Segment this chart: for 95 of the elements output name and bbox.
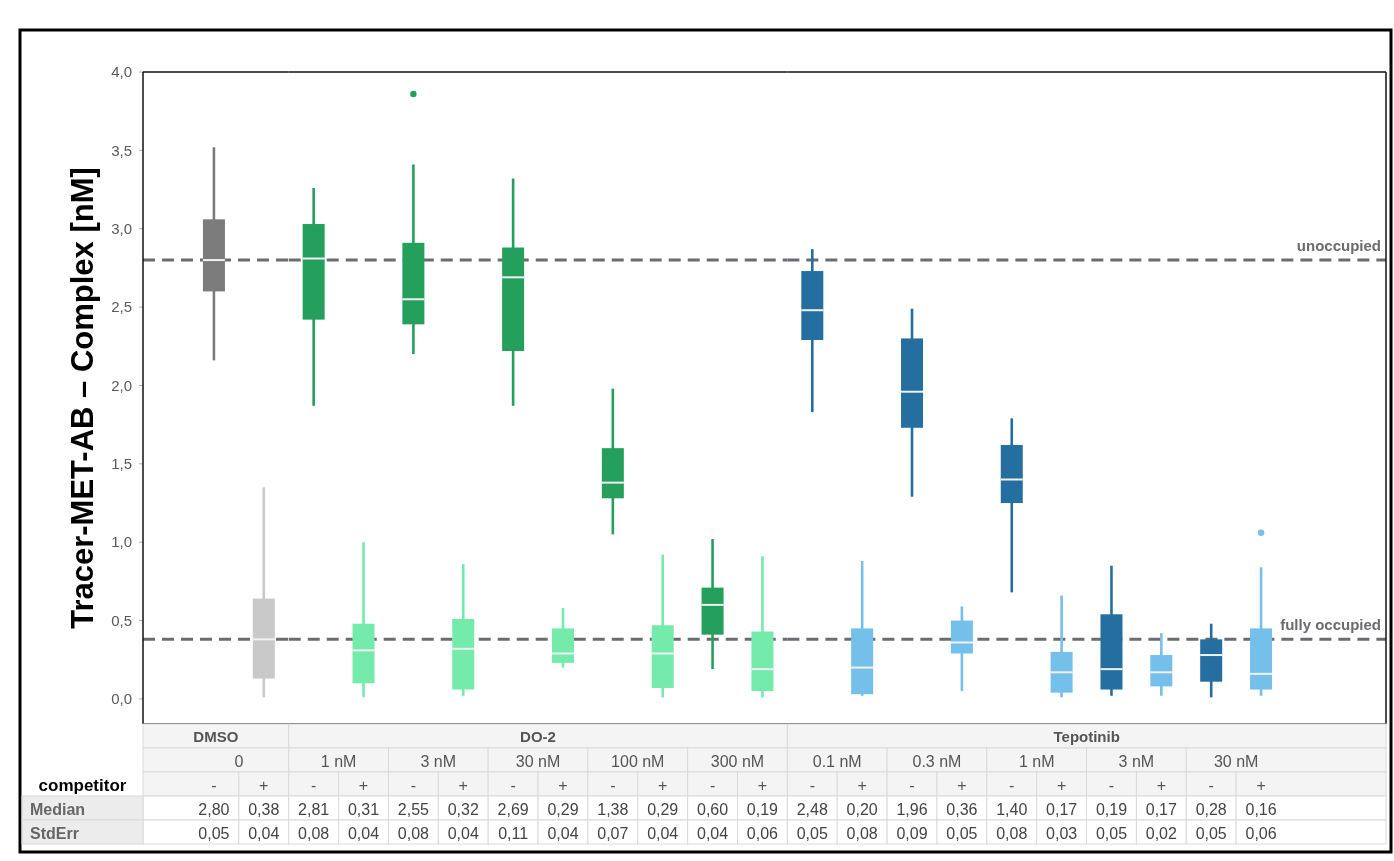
text: 0,04 xyxy=(697,824,729,842)
text: 1,38 xyxy=(597,800,629,818)
text: 0,04 xyxy=(647,824,679,842)
text: 0,38 xyxy=(248,800,280,818)
text: 0,05 xyxy=(796,824,828,842)
text: 0,04 xyxy=(248,824,280,842)
text: + xyxy=(1256,776,1266,794)
text: 0,08 xyxy=(397,824,430,842)
text: 2,80 xyxy=(198,800,230,818)
text: 0,08 xyxy=(846,824,878,842)
text: - xyxy=(311,776,317,794)
y-tick-label: 1,5 xyxy=(111,455,132,473)
text: 0,29 xyxy=(547,800,579,818)
text: - xyxy=(410,776,417,794)
text: 1,40 xyxy=(996,800,1028,818)
y-tick-label: 4,0 xyxy=(111,63,132,81)
text: 0,04 xyxy=(347,824,380,842)
x-tick-label: 3 nM xyxy=(1118,752,1155,770)
x-tick-label: 0.1 nM xyxy=(812,752,862,770)
text: + xyxy=(458,776,468,794)
text: + xyxy=(558,776,568,794)
text: + xyxy=(358,776,369,794)
text: DO-2 xyxy=(520,728,556,746)
text: 0,07 xyxy=(597,824,629,842)
text: 0,19 xyxy=(746,800,778,818)
text: 0,03 xyxy=(1046,824,1078,842)
text: 0,09 xyxy=(896,824,928,842)
x-tick-label: 3 nM xyxy=(420,752,457,770)
y-tick-label: 0,0 xyxy=(111,690,132,708)
x-tick-label: 0 xyxy=(234,752,244,770)
text: 0,17 xyxy=(1046,800,1078,818)
y-tick-label: 0,5 xyxy=(111,611,132,629)
text: 0,06 xyxy=(746,824,779,842)
x-tick-label: 0.3 nM xyxy=(912,752,962,770)
text: 0,08 xyxy=(996,824,1028,842)
text: 2,81 xyxy=(298,800,330,818)
text: 0,05 xyxy=(1095,824,1128,842)
text: + xyxy=(658,776,668,794)
text: 0,29 xyxy=(647,800,679,818)
text: Tepotinib xyxy=(1053,728,1120,746)
text: + xyxy=(857,776,867,794)
text: 2,48 xyxy=(796,800,828,818)
x-axis-title: competitor xyxy=(38,775,127,795)
x-tick-label: 1 nM xyxy=(1018,752,1055,770)
text: 2,69 xyxy=(497,800,529,818)
text: - xyxy=(1108,776,1115,794)
ref-line-label: unoccupied xyxy=(1296,237,1381,255)
text: - xyxy=(610,776,616,794)
y-axis-title: Tracer-MET-AB – Complex [nM] xyxy=(64,167,100,629)
x-tick-label: 30 nM xyxy=(515,752,561,770)
text: 0,19 xyxy=(1095,800,1128,818)
text: 0,36 xyxy=(946,800,978,818)
y-tick-label: 3,5 xyxy=(111,141,132,159)
text: 0,04 xyxy=(447,824,479,842)
text: - xyxy=(1009,776,1015,794)
text: DMSO xyxy=(193,728,239,746)
y-tick-label: 3,0 xyxy=(111,219,132,237)
text: 0,05 xyxy=(198,824,230,842)
x-tick-label: 30 nM xyxy=(1213,752,1259,770)
text: - xyxy=(909,776,915,794)
text: 0,60 xyxy=(697,800,729,818)
text: 0,08 xyxy=(298,824,330,842)
text: 0,05 xyxy=(1195,824,1227,842)
text: - xyxy=(709,776,716,794)
text: - xyxy=(211,776,217,794)
text: 0,28 xyxy=(1195,800,1227,818)
x-tick-label: 300 nM xyxy=(710,752,765,770)
text: + xyxy=(259,776,269,794)
text: 2,55 xyxy=(397,800,429,818)
x-tick-label: 100 nM xyxy=(611,752,665,770)
text: + xyxy=(957,776,967,794)
text: StdErr xyxy=(30,824,79,842)
text: + xyxy=(757,776,768,794)
text: 0,02 xyxy=(1145,824,1178,842)
text: - xyxy=(809,776,815,794)
text: 1,96 xyxy=(896,800,928,818)
text: 0,05 xyxy=(946,824,978,842)
text: - xyxy=(1208,776,1214,794)
y-tick-label: 1,0 xyxy=(111,533,132,551)
text: 0,16 xyxy=(1245,800,1277,818)
text: + xyxy=(1056,776,1067,794)
text: Median xyxy=(30,800,86,818)
x-tick-label: 1 nM xyxy=(320,752,357,770)
text: 0,32 xyxy=(447,800,479,818)
y-tick-label: 2,0 xyxy=(111,376,132,394)
text: 0,31 xyxy=(347,800,380,818)
text: 0,04 xyxy=(547,824,579,842)
text: 0,11 xyxy=(498,824,529,842)
y-tick-label: 2,5 xyxy=(111,298,132,316)
text: - xyxy=(510,776,516,794)
text: + xyxy=(1156,776,1167,794)
text: 0,17 xyxy=(1145,800,1177,818)
ref-line-label: fully occupied xyxy=(1280,616,1381,634)
text: 0,06 xyxy=(1245,824,1277,842)
text: 0,20 xyxy=(846,800,878,818)
